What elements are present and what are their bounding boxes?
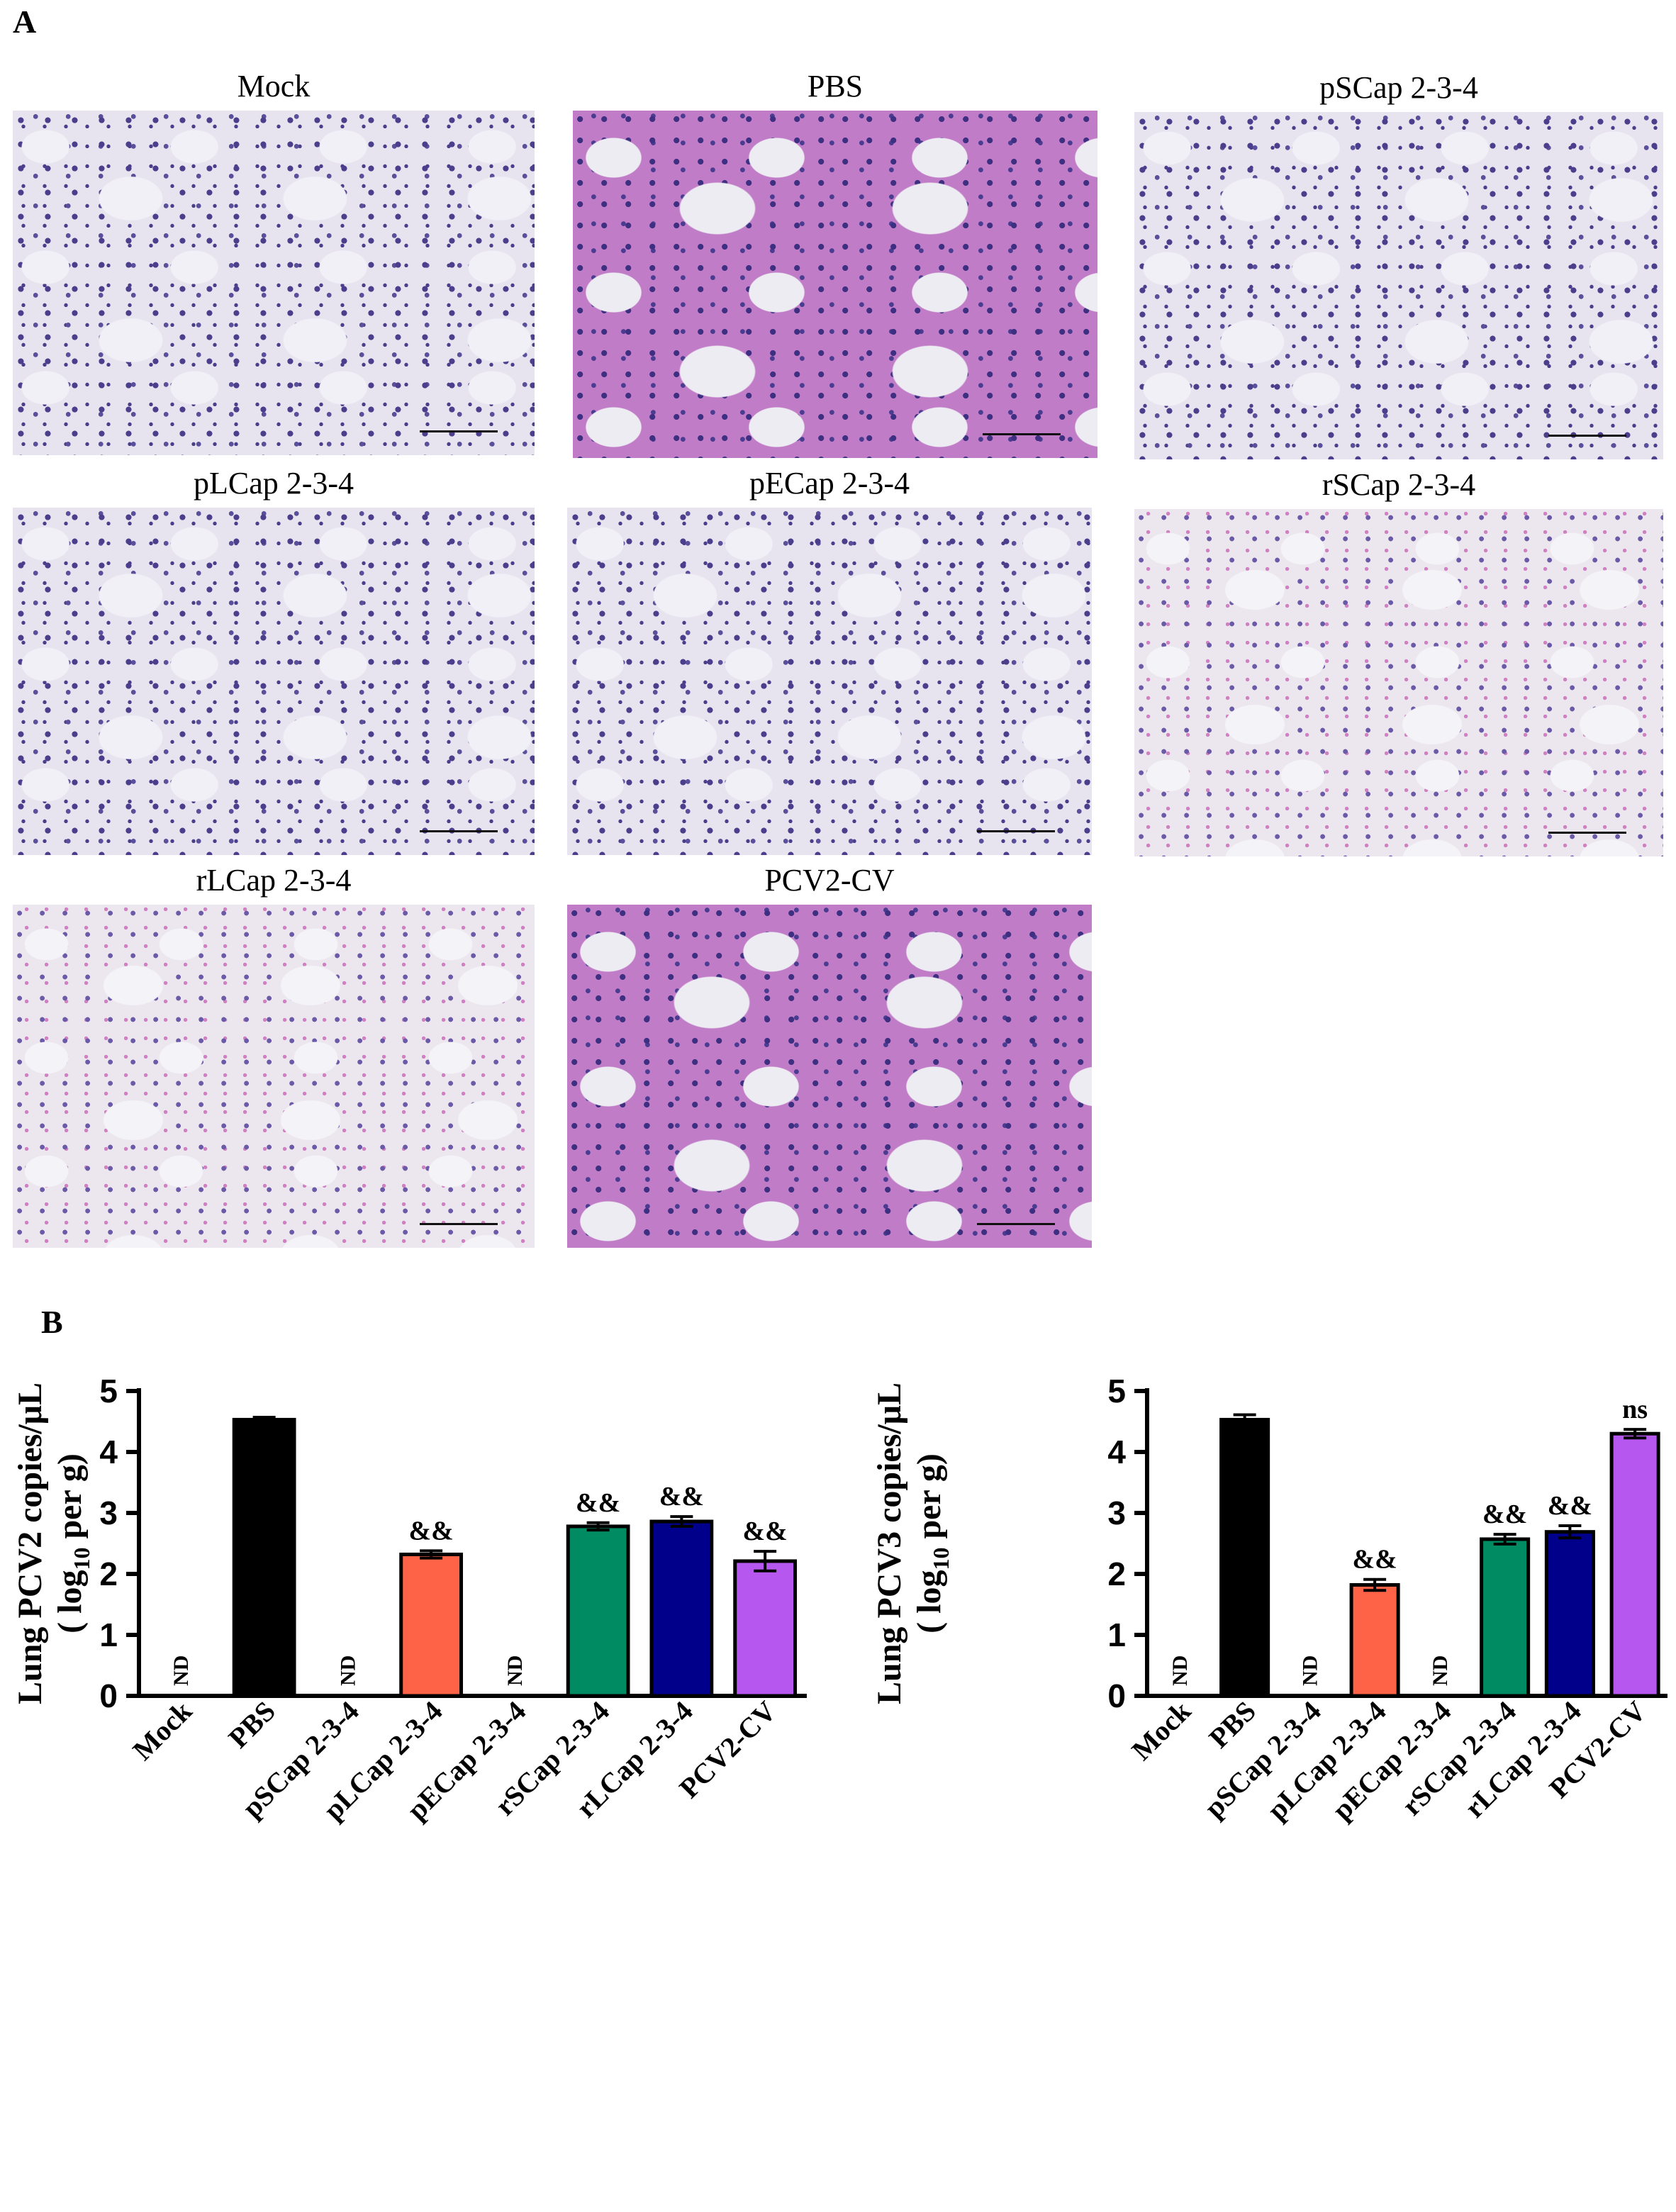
scale-bar [1548, 832, 1626, 834]
micrograph-mock: Mock [13, 69, 535, 455]
micrograph-caption: rSCap 2-3-4 [1322, 467, 1476, 502]
scale-bar [977, 1223, 1055, 1225]
significance-label: && [576, 1488, 620, 1518]
micrograph-image [13, 111, 535, 455]
micrograph-image [1134, 509, 1663, 856]
nd-label: ND [1168, 1655, 1192, 1686]
micrograph-caption: pLCap 2-3-4 [193, 466, 354, 501]
scale-bar [977, 830, 1055, 832]
nd-label: ND [1298, 1655, 1322, 1686]
micrograph-rscap: rSCap 2-3-4 [1134, 467, 1663, 856]
scale-bar [420, 430, 498, 432]
y-tick-label: 1 [1107, 1616, 1126, 1653]
y-tick-label: 3 [1107, 1495, 1126, 1531]
bar [1609, 1431, 1660, 1698]
micrograph-plcap: pLCap 2-3-4 [13, 466, 535, 855]
scale-bar [1548, 435, 1626, 437]
chart-pcv2: 0 1 2 3 4 5 Lung PCV2 copies/μL( log10 per g) N… [0, 1333, 837, 2205]
panel-a-letter: A [13, 4, 37, 40]
y-axis-label-line2-end: per g) [51, 1453, 89, 1547]
y-axis-label-subscript: 10 [928, 1548, 954, 1570]
significance-label: && [742, 1516, 787, 1546]
scale-bar [983, 433, 1061, 435]
bar [566, 1524, 630, 1698]
micrograph-image [573, 111, 1097, 458]
significance-label: && [408, 1516, 453, 1546]
x-category-label: Mock [126, 1694, 198, 1766]
nd-label: ND [1429, 1655, 1452, 1686]
significance-label: && [1352, 1545, 1397, 1575]
bar [1349, 1582, 1400, 1698]
y-tick-label: 4 [1107, 1434, 1126, 1470]
x-category-label: Mock [1125, 1694, 1197, 1766]
chart-pcv3: 0 1 2 3 4 5 Lung PCV3 copies/μL( log10 per g) N… [851, 1333, 1673, 2205]
bar [232, 1417, 296, 1698]
scale-bar [420, 830, 498, 832]
y-axis-label-line2: ( log [51, 1570, 89, 1633]
nd-label: ND [503, 1655, 527, 1686]
y-axis-label-subscript: 10 [69, 1548, 94, 1570]
y-tick-label: 1 [99, 1616, 118, 1653]
y-axis-label: Lung PCV3 copies/μL( log10 per g) [871, 1382, 954, 1704]
chart-pcv3-svg: 0 1 2 3 4 5 Lung PCV3 copies/μL( log10 per g) N… [871, 1373, 1667, 1826]
significance-label: && [659, 1482, 704, 1512]
micrograph-rlcap: rLCap 2-3-4 [13, 863, 535, 1248]
micrograph-caption: rLCap 2-3-4 [196, 863, 352, 898]
micrograph-pecap: pECap 2-3-4 [567, 466, 1092, 855]
scale-bar [420, 1223, 498, 1225]
micrograph-caption: pECap 2-3-4 [749, 466, 910, 501]
y-tick-label: 0 [1107, 1677, 1126, 1714]
y-tick-label: 5 [99, 1373, 118, 1409]
y-tick-label: 0 [99, 1677, 118, 1714]
y-axis-label-line2-end: per g) [910, 1453, 948, 1547]
significance-label: && [1548, 1491, 1592, 1521]
bar [1219, 1417, 1270, 1698]
bar [399, 1552, 464, 1698]
micrograph-caption: Mock [237, 69, 311, 104]
bar [1480, 1537, 1531, 1698]
y-axis-label-line1: Lung PCV2 copies/μL [11, 1382, 49, 1704]
panel-b-letter: B [41, 1304, 63, 1340]
micrograph-image [13, 508, 535, 855]
micrograph-pscap: pSCap 2-3-4 [1134, 70, 1663, 459]
bar [649, 1519, 714, 1698]
bar [733, 1559, 798, 1698]
micrograph-image [1134, 112, 1663, 459]
y-tick-label: 2 [99, 1555, 118, 1592]
bar [1544, 1530, 1595, 1698]
significance-label: && [1482, 1499, 1527, 1529]
micrograph-image [567, 905, 1092, 1248]
y-tick-label: 5 [1107, 1373, 1126, 1409]
micrograph-pcv2cv: PCV2-CV [567, 863, 1092, 1248]
significance-label: ns [1622, 1395, 1648, 1424]
y-tick-label: 3 [99, 1495, 118, 1531]
nd-label: ND [169, 1655, 193, 1686]
micrograph-image [567, 508, 1092, 855]
y-axis-label-line2: ( log [910, 1570, 948, 1633]
x-category-label: PBS [222, 1695, 281, 1755]
nd-label: ND [336, 1655, 359, 1686]
micrograph-caption: PCV2-CV [764, 863, 895, 898]
y-tick-label: 4 [99, 1434, 118, 1470]
micrograph-caption: PBS [807, 69, 864, 104]
micrograph-caption: pSCap 2-3-4 [1319, 70, 1478, 105]
micrograph-pbs: PBS [573, 69, 1097, 458]
y-tick-label: 2 [1107, 1555, 1126, 1592]
y-axis-label-line1: Lung PCV3 copies/μL [871, 1382, 908, 1704]
y-axis-label: Lung PCV2 copies/μL( log10 per g) [11, 1382, 94, 1704]
micrograph-image [13, 905, 535, 1248]
